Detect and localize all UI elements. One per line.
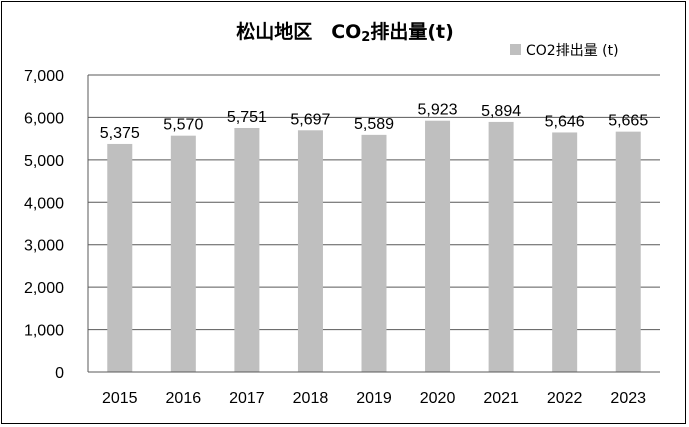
bars xyxy=(107,120,641,373)
y-tick-labels: 0 1,000 2,000 3,000 4,000 5,000 6,000 7,000 xyxy=(24,68,64,382)
legend-swatch xyxy=(510,44,521,55)
bar xyxy=(107,143,133,372)
x-tick-label: 2016 xyxy=(166,390,202,407)
chart-title: 松山地区 CO2排出量(t) xyxy=(236,20,454,45)
bar xyxy=(615,131,641,372)
x-tick-labels: 2015 2016 2017 2018 2019 2020 2021 2022 2023 xyxy=(102,390,646,407)
data-label: 5,894 xyxy=(481,103,521,120)
x-tick-label: 2015 xyxy=(102,390,138,407)
data-label: 5,697 xyxy=(290,111,330,128)
y-tick-label: 0 xyxy=(55,365,64,382)
legend-label: CO2排出量 (t) xyxy=(526,43,619,59)
bar xyxy=(361,134,387,372)
data-label: 5,665 xyxy=(608,113,648,130)
bar xyxy=(234,127,260,372)
y-tick-label: 3,000 xyxy=(24,238,64,255)
bar xyxy=(170,135,196,372)
data-label: 5,570 xyxy=(163,117,203,134)
data-label: 5,589 xyxy=(354,116,394,133)
data-label: 5,751 xyxy=(227,109,267,126)
data-label: 5,375 xyxy=(100,125,140,142)
x-tick-label: 2023 xyxy=(610,390,646,407)
axes xyxy=(87,75,660,373)
data-label: 5,646 xyxy=(545,113,585,130)
bar xyxy=(552,132,578,372)
x-tick-label: 2017 xyxy=(229,390,265,407)
x-tick-label: 2018 xyxy=(293,390,329,407)
bar xyxy=(488,121,514,373)
y-tick-label: 4,000 xyxy=(24,195,64,212)
data-label: 5,923 xyxy=(418,102,458,119)
bar xyxy=(425,120,451,372)
data-labels: 5,375 5,570 5,751 5,697 5,589 5,923 5,894 5,646… xyxy=(100,102,649,142)
y-tick-label: 2,000 xyxy=(24,280,64,297)
x-tick-label: 2019 xyxy=(356,390,392,407)
x-tick-label: 2020 xyxy=(420,390,456,407)
y-tick-label: 1,000 xyxy=(24,323,64,340)
bar xyxy=(297,130,323,372)
y-tick-label: 7,000 xyxy=(24,68,64,85)
x-tick-label: 2022 xyxy=(547,390,583,407)
legend: CO2排出量 (t) xyxy=(510,43,619,59)
y-tick-label: 6,000 xyxy=(24,110,64,127)
x-tick-label: 2021 xyxy=(483,390,519,407)
y-tick-label: 5,000 xyxy=(24,153,64,170)
